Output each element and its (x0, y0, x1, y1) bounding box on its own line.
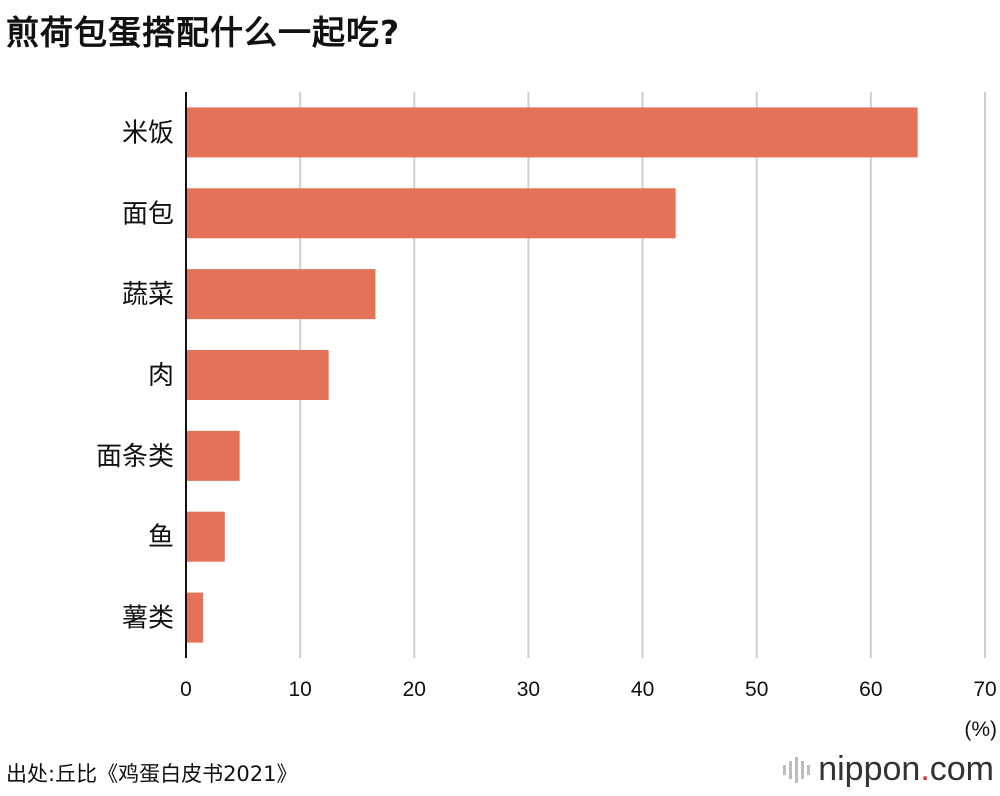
bar (186, 511, 225, 562)
source-note: 出处:丘比《鸡蛋白皮书2021》 (6, 762, 298, 786)
category-label: 肉 (148, 361, 174, 391)
category-label: 面条类 (96, 442, 174, 472)
x-tick-label: 20 (403, 678, 426, 701)
x-tick-label: 40 (631, 678, 654, 701)
chart-title: 煎荷包蛋搭配什么一起吃? (6, 13, 401, 52)
bar (186, 592, 204, 643)
nippon-logo: nippon. com (783, 750, 994, 789)
bar (186, 350, 329, 400)
logo-dot: . (920, 750, 930, 788)
x-tick-label: 0 (180, 678, 192, 701)
category-label: 面包 (122, 199, 174, 229)
x-tick-label: 30 (517, 678, 540, 701)
bar (186, 107, 918, 158)
x-tick-label: 10 (288, 678, 311, 701)
logo-tld: com (929, 750, 994, 788)
category-label: 鱼 (148, 523, 174, 553)
category-label: 米饭 (122, 118, 174, 148)
bar (186, 188, 676, 239)
logo-bars-icon (783, 756, 811, 783)
bar (186, 430, 240, 481)
logo-name: nippon (818, 750, 921, 788)
x-tick-label: 60 (859, 678, 882, 701)
category-label: 蔬菜 (122, 280, 174, 310)
x-tick-label: 70 (973, 678, 996, 701)
x-tick-label: 50 (745, 678, 768, 701)
x-unit-label: (%) (964, 718, 997, 741)
category-label: 薯类 (122, 604, 174, 634)
bar (186, 269, 376, 320)
